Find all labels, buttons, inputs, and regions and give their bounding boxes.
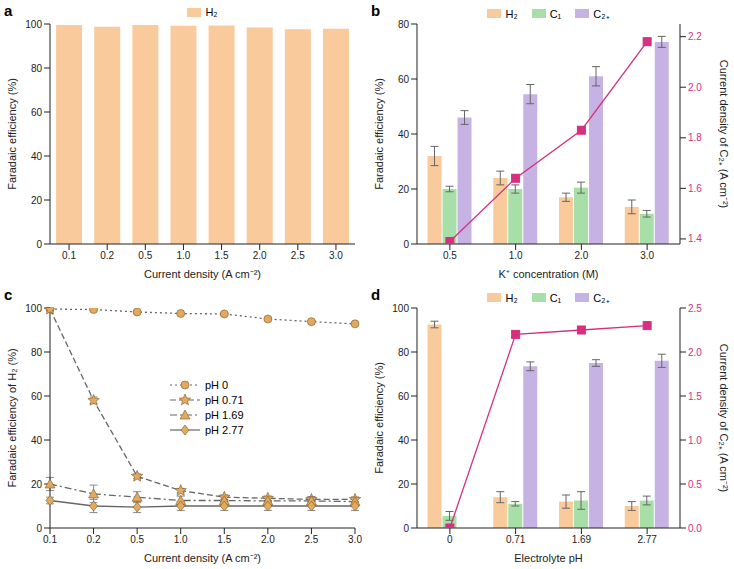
svg-text:100: 100: [25, 303, 42, 314]
svg-text:0: 0: [447, 534, 453, 545]
svg-text:0.1: 0.1: [43, 534, 57, 545]
svg-text:2.0: 2.0: [261, 534, 275, 545]
html-text:pH 1.69: pH 1.69: [205, 409, 244, 421]
svg-text:60: 60: [31, 107, 43, 118]
svg-text:2.5: 2.5: [291, 250, 305, 261]
html-text:H₂: H₂: [505, 7, 518, 20]
svg-text:20: 20: [398, 184, 410, 195]
svg-text:40: 40: [31, 151, 43, 162]
svg-text:40: 40: [31, 435, 43, 446]
svg-text:0.2: 0.2: [100, 250, 114, 261]
svg-text:2.0: 2.0: [688, 347, 702, 358]
svg-text:100: 100: [25, 19, 42, 30]
html-text:H₂: H₂: [505, 291, 518, 304]
html-text:C₁: C₁: [549, 7, 562, 20]
html-text:pH 0: pH 0: [205, 379, 229, 391]
svg-text:3.0: 3.0: [348, 534, 362, 545]
svg-text:20: 20: [31, 195, 43, 206]
svg-text:1.0: 1.0: [176, 250, 190, 261]
svg-text:0.5: 0.5: [130, 534, 144, 545]
svg-text:0: 0: [36, 239, 42, 250]
svg-text:2.77: 2.77: [637, 534, 657, 545]
svg-text:1.69: 1.69: [572, 534, 592, 545]
svg-text:80: 80: [31, 63, 43, 74]
svg-text:2.0: 2.0: [574, 250, 588, 261]
svg-text:2.5: 2.5: [688, 303, 702, 314]
svg-text:80: 80: [31, 347, 43, 358]
svg-text:Current density of C₂₊ (A cm⁻²: Current density of C₂₊ (A cm⁻²): [718, 60, 726, 209]
svg-text:Faradaic efficiency (%): Faradaic efficiency (%): [373, 78, 385, 190]
svg-text:1.6: 1.6: [688, 183, 702, 194]
svg-text:60: 60: [398, 74, 410, 85]
svg-text:0.5: 0.5: [688, 479, 702, 490]
svg-text:0.5: 0.5: [138, 250, 152, 261]
svg-text:0.71: 0.71: [506, 534, 526, 545]
html-text:C₂₊: C₂₊: [593, 8, 610, 20]
svg-text:1.5: 1.5: [215, 250, 229, 261]
svg-text:60: 60: [31, 391, 43, 402]
svg-text:1.5: 1.5: [217, 534, 231, 545]
svg-text:Faradaic efficiency (%): Faradaic efficiency (%): [8, 78, 18, 190]
svg-text:1.8: 1.8: [688, 132, 702, 143]
svg-text:1.0: 1.0: [509, 250, 523, 261]
svg-text:20: 20: [31, 479, 43, 490]
svg-text:Current density of C₂₊ (A cm⁻²: Current density of C₂₊ (A cm⁻²): [718, 344, 726, 493]
svg-text:1.5: 1.5: [688, 391, 702, 402]
svg-text:80: 80: [398, 347, 410, 358]
html-text:C₁: C₁: [549, 291, 562, 304]
html-text:a: a: [4, 2, 13, 19]
svg-text:1.4: 1.4: [688, 233, 702, 244]
html-text:H₂: H₂: [205, 6, 218, 18]
svg-text:3.0: 3.0: [640, 250, 654, 261]
svg-text:0: 0: [403, 239, 409, 250]
svg-text:0.2: 0.2: [87, 534, 101, 545]
html-text:pH 0.71: pH 0.71: [205, 394, 244, 406]
svg-text:60: 60: [398, 391, 410, 402]
html-text:c: c: [4, 286, 13, 303]
svg-text:0.1: 0.1: [62, 250, 76, 261]
svg-text:Electrolyte pH: Electrolyte pH: [514, 552, 583, 564]
svg-text:0: 0: [36, 523, 42, 534]
svg-text:Faradaic efficiency (%): Faradaic efficiency (%): [373, 362, 385, 474]
svg-text:40: 40: [398, 129, 410, 140]
html-text:d: d: [371, 286, 381, 303]
svg-text:1.0: 1.0: [174, 534, 188, 545]
svg-text:Current density (A cm⁻²): Current density (A cm⁻²): [144, 552, 261, 564]
html-text:pH 2.77: pH 2.77: [205, 424, 244, 436]
svg-text:20: 20: [398, 479, 410, 490]
svg-text:0.5: 0.5: [443, 250, 457, 261]
svg-text:1.0: 1.0: [688, 435, 702, 446]
svg-text:K⁺ concentration (M): K⁺ concentration (M): [499, 268, 599, 280]
svg-text:0.0: 0.0: [688, 523, 702, 534]
svg-text:2.2: 2.2: [688, 31, 702, 42]
svg-text:40: 40: [398, 435, 410, 446]
svg-text:0: 0: [403, 523, 409, 534]
svg-text:3.0: 3.0: [329, 250, 343, 261]
svg-text:2.0: 2.0: [688, 82, 702, 93]
html-text:b: b: [371, 2, 381, 19]
svg-text:Current density (A cm⁻²): Current density (A cm⁻²): [144, 268, 261, 280]
svg-text:100: 100: [392, 303, 409, 314]
svg-text:Faradaic efficiency of H₂ (%): Faradaic efficiency of H₂ (%): [8, 348, 18, 487]
svg-text:80: 80: [398, 19, 410, 30]
svg-text:2.5: 2.5: [304, 534, 318, 545]
html-text:C₂₊: C₂₊: [593, 292, 610, 304]
svg-text:2.0: 2.0: [253, 250, 267, 261]
